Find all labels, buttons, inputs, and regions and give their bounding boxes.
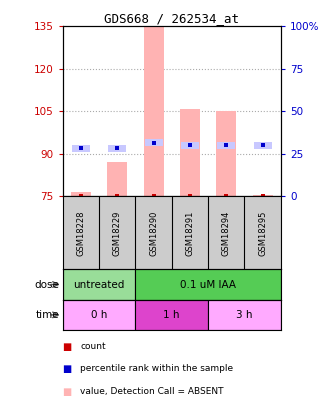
Bar — [107, 162, 127, 196]
Bar — [144, 139, 162, 146]
Text: time: time — [36, 310, 59, 320]
Text: 1 h: 1 h — [163, 310, 180, 320]
Bar — [180, 109, 200, 196]
Text: percentile rank within the sample: percentile rank within the sample — [80, 364, 233, 373]
Text: GSM18229: GSM18229 — [113, 210, 122, 256]
Text: GSM18290: GSM18290 — [149, 210, 158, 256]
Bar — [216, 111, 236, 196]
Text: ■: ■ — [63, 342, 72, 352]
Bar — [143, 26, 163, 196]
Bar — [254, 142, 272, 149]
Bar — [181, 142, 199, 149]
Text: 0 h: 0 h — [91, 310, 107, 320]
Text: GSM18291: GSM18291 — [186, 210, 195, 256]
Bar — [71, 192, 91, 196]
Text: ■: ■ — [63, 387, 72, 397]
Text: count: count — [80, 342, 106, 351]
Text: ■: ■ — [63, 364, 72, 375]
Title: GDS668 / 262534_at: GDS668 / 262534_at — [104, 12, 239, 25]
Bar — [72, 145, 90, 152]
Bar — [217, 142, 235, 149]
Bar — [253, 195, 273, 196]
Text: value, Detection Call = ABSENT: value, Detection Call = ABSENT — [80, 387, 224, 396]
Text: GSM18228: GSM18228 — [76, 210, 85, 256]
Text: GSM18295: GSM18295 — [258, 210, 267, 256]
Text: GSM18294: GSM18294 — [222, 210, 231, 256]
Text: dose: dose — [35, 279, 59, 290]
Bar — [108, 145, 126, 152]
Bar — [135, 269, 281, 300]
Text: untreated: untreated — [73, 279, 125, 290]
Text: 3 h: 3 h — [236, 310, 253, 320]
Bar — [135, 300, 208, 330]
Bar — [208, 300, 281, 330]
Bar — [63, 300, 135, 330]
Text: 0.1 uM IAA: 0.1 uM IAA — [180, 279, 236, 290]
Bar — [63, 269, 135, 300]
